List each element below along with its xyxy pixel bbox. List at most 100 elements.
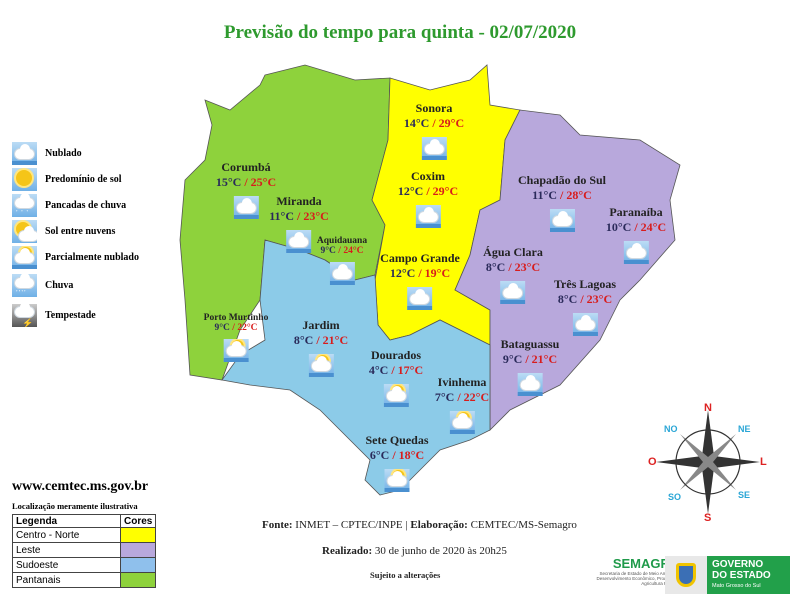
cloudy-icon	[12, 142, 37, 165]
min-temp: 8°C	[293, 333, 314, 347]
legend-label: Nublado	[45, 148, 82, 159]
showers-icon: ' ' '	[12, 194, 37, 217]
min-temp: 7°C	[434, 390, 455, 404]
legend-predominio-sol: Predomínio de sol	[12, 168, 121, 191]
cloudy-icon	[500, 281, 526, 304]
legend-label: Sol entre nuvens	[45, 226, 116, 237]
cloudy-icon	[549, 209, 575, 232]
city-name: Coxim	[411, 169, 445, 183]
legend-row: Centro - Norte	[12, 527, 157, 543]
legend-pancadas: ' ' ' Pancadas de chuva	[12, 194, 126, 217]
legend-row: Pantanais	[12, 572, 157, 588]
max-temp: 23°C	[586, 292, 613, 306]
min-temp: 8°C	[557, 292, 578, 306]
min-temp: 6°C	[369, 448, 390, 462]
compass-northeast: NE	[738, 424, 751, 434]
website-link[interactable]: www.cemtec.ms.gov.br	[12, 479, 149, 494]
sun-between-clouds-icon	[223, 339, 249, 362]
city-name: Dourados	[370, 348, 421, 362]
min-temp: 14°C	[403, 116, 430, 130]
compass-southeast: SE	[738, 490, 751, 500]
city-name: Ivinhema	[437, 375, 487, 389]
legend-tempestade: ⚡ Tempestade	[12, 304, 96, 327]
min-temp: 12°C	[389, 266, 416, 280]
government-logo: GOVERNO DO ESTADO Mato Grosso do Sul	[665, 556, 790, 594]
city-name: Bataguassu	[500, 337, 560, 351]
city-name: Corumbá	[221, 160, 271, 174]
max-temp: 28°C	[566, 188, 592, 202]
region-swatch	[119, 527, 157, 543]
city-coxim: Coxim 12°C / 29°C	[398, 169, 458, 233]
cloudy-icon	[421, 137, 447, 160]
city-name: Três Lagoas	[553, 277, 617, 291]
max-temp: 22°C	[237, 323, 258, 333]
compass-east: L	[760, 456, 767, 468]
max-temp: 22°C	[463, 390, 490, 404]
max-temp: 18°C	[398, 448, 425, 462]
city-porto-murtinho: Porto Murtinho 9°C / 22°C	[203, 313, 269, 367]
city-name: Porto Murtinho	[203, 313, 269, 323]
legend-parcialmente-nublado: Parcialmente nublado	[12, 246, 139, 269]
min-temp: 12°C	[397, 184, 424, 198]
page-title: Previsão do tempo para quinta - 02/07/20…	[223, 22, 577, 43]
city-agua-clara: Água Clara 8°C / 23°C	[483, 245, 543, 309]
city-paranaiba: Paranaíba 10°C / 24°C	[606, 205, 666, 269]
max-temp: 19°C	[424, 266, 451, 280]
min-temp: 11°C	[532, 188, 557, 202]
semagro-logo: SEMAGRO Secretaria de Estado de Meio Ambi…	[596, 556, 680, 586]
compass-north: N	[704, 402, 712, 414]
region-name: Pantanais	[12, 572, 121, 588]
max-temp: 23°C	[303, 209, 329, 223]
max-temp: 24°C	[640, 220, 667, 234]
colors-header: Cores	[119, 514, 157, 528]
city-bataguassu: Bataguassu 9°C / 21°C	[500, 337, 560, 401]
city-tres-lagoas: Três Lagoas 8°C / 23°C	[554, 277, 616, 341]
compass-southwest: SO	[668, 492, 682, 502]
legend-nublado: Nublado	[12, 142, 82, 165]
city-name: Paranaíba	[609, 205, 663, 219]
sun-between-clouds-icon	[308, 354, 334, 377]
sun-between-clouds-icon	[12, 220, 37, 243]
city-aquidauana: Aquidauana 9°C / 24°C	[317, 236, 367, 290]
compass-rose	[656, 410, 760, 514]
min-temp: 11°C	[269, 209, 294, 223]
min-temp: 9°C	[214, 323, 230, 333]
rain-icon: ''''	[12, 274, 37, 297]
min-temp: 4°C	[368, 363, 389, 377]
cloudy-icon	[407, 287, 433, 310]
legend-label: Parcialmente nublado	[45, 252, 139, 263]
city-name: Sonora	[415, 101, 453, 115]
max-temp: 23°C	[514, 260, 541, 274]
cloudy-icon	[415, 205, 441, 228]
legend-row: Sudoeste	[12, 557, 157, 573]
legend-label: Pancadas de chuva	[45, 200, 127, 211]
min-temp: 15°C	[215, 175, 242, 189]
cloudy-icon	[517, 373, 543, 396]
city-name: Sete Quedas	[365, 433, 429, 447]
max-temp: 17°C	[397, 363, 424, 377]
city-name: Chapadão do Sul	[517, 173, 607, 187]
legend-label: Tempestade	[45, 310, 96, 321]
min-temp: 8°C	[485, 260, 506, 274]
city-campo-grande: Campo Grande 12°C / 19°C	[380, 251, 460, 315]
cloudy-icon	[329, 262, 355, 285]
region-swatch	[119, 542, 157, 558]
legend-sol-entre-nuvens: Sol entre nuvens	[12, 220, 115, 243]
max-temp: 21°C	[531, 352, 558, 366]
city-chapadao-do-sul: Chapadão do Sul 11°C / 28°C	[518, 173, 606, 237]
made-line: Realizado: 30 de junho de 2020 às 20h25	[322, 545, 507, 557]
city-name: Jardim	[302, 318, 340, 332]
sun-between-clouds-icon	[449, 411, 475, 434]
max-temp: 21°C	[322, 333, 349, 347]
compass-south: S	[704, 512, 712, 524]
legend-chuva: '''' Chuva	[12, 274, 73, 297]
city-name: Aquidauana	[316, 236, 368, 246]
legend-header: Legenda	[12, 514, 121, 528]
sun-between-clouds-icon	[384, 469, 410, 492]
source-line: Fonte: INMET – CPTEC/INPE | Elaboração: …	[262, 519, 577, 531]
city-dourados: Dourados 4°C / 17°C	[369, 348, 423, 412]
legend-row: Leste	[12, 542, 157, 558]
legend-label: Chuva	[45, 280, 74, 291]
min-temp: 10°C	[605, 220, 632, 234]
city-corumba: Corumbá 15°C / 25°C	[216, 160, 276, 224]
